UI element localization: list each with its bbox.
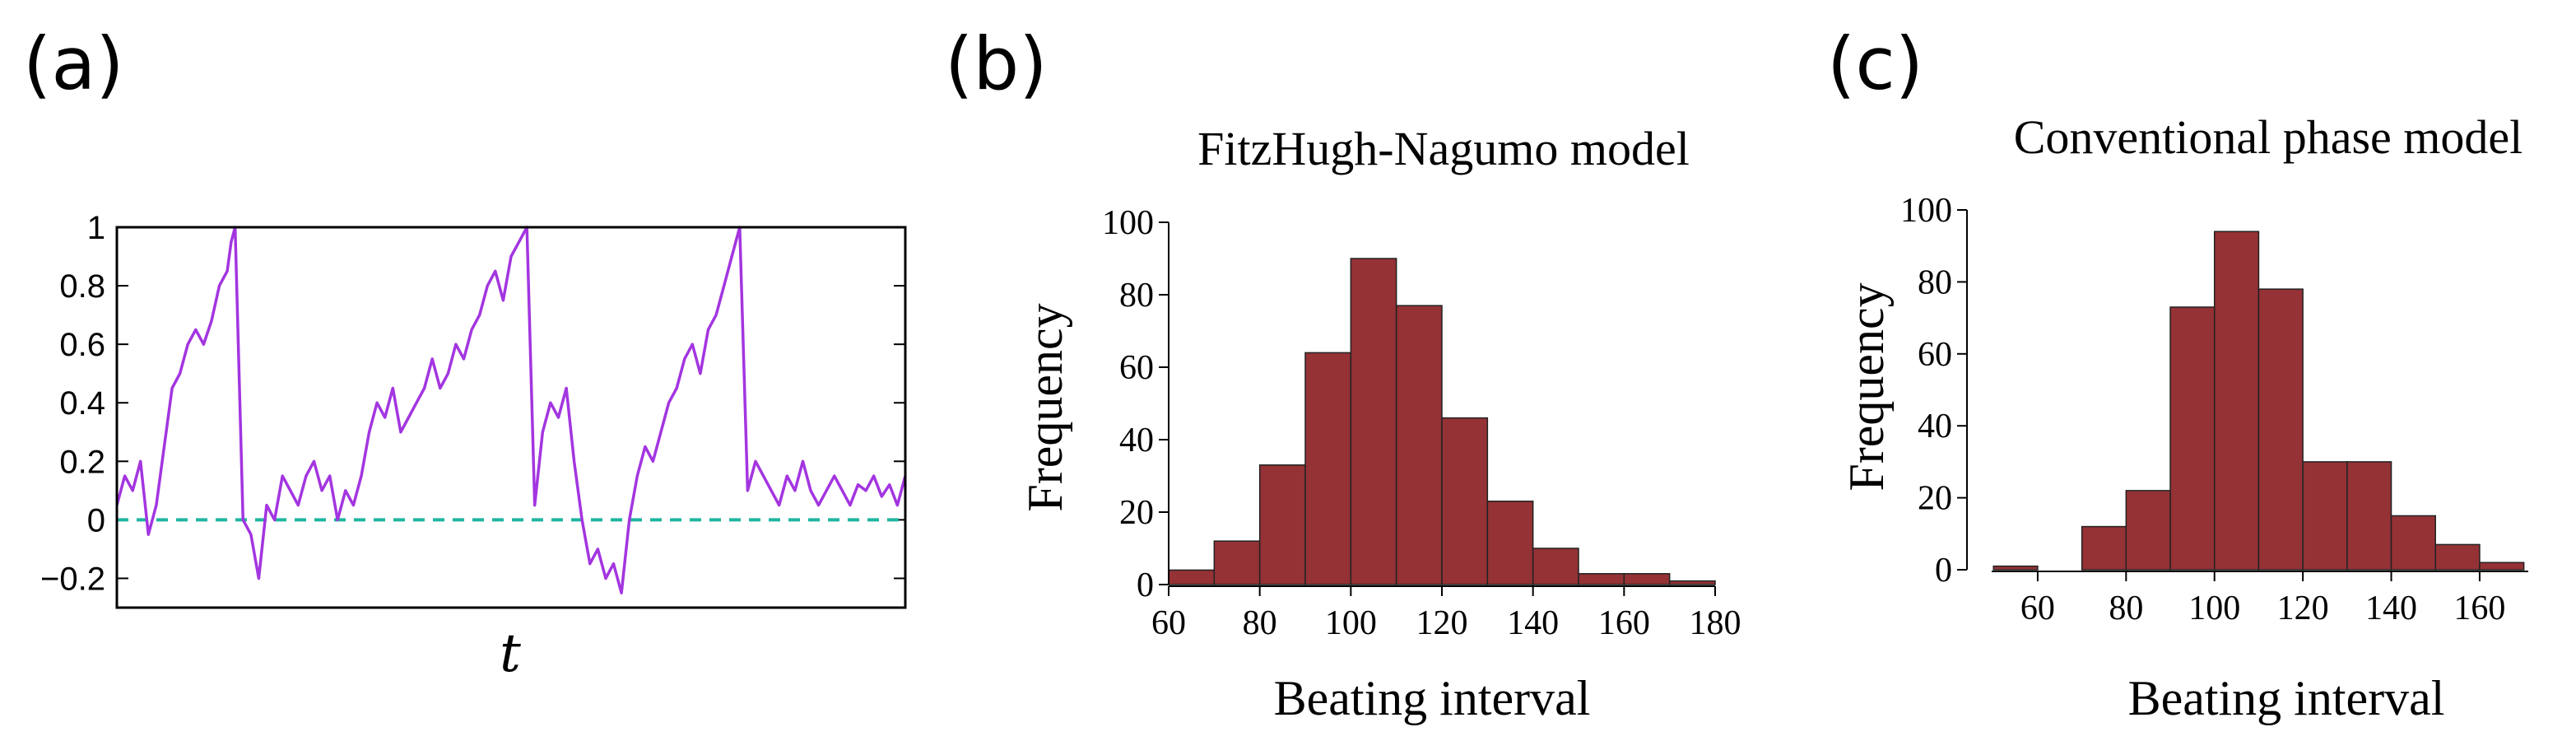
histogram-bar bbox=[1304, 352, 1352, 585]
panel-c-title: Conventional phase model bbox=[2014, 110, 2523, 164]
y-tick-label: 0.2 bbox=[59, 444, 105, 480]
x-tick-label: 60 bbox=[1151, 604, 1186, 642]
histogram-bar bbox=[2302, 461, 2348, 571]
histogram-bar bbox=[2479, 562, 2525, 571]
panel-b-x-label: Beating interval bbox=[1274, 671, 1591, 725]
y-tick-label: 0 bbox=[1137, 566, 1154, 604]
panel-a-plot-area bbox=[115, 226, 907, 594]
histogram-bar bbox=[1668, 580, 1716, 585]
y-tick-label: 0.8 bbox=[59, 268, 105, 305]
y-tick-label: 0.6 bbox=[59, 327, 105, 363]
histogram-bar bbox=[2213, 231, 2260, 571]
y-tick-label: 40 bbox=[1918, 408, 1952, 445]
y-tick-label: 0 bbox=[87, 502, 105, 538]
x-tick-label: 80 bbox=[2109, 590, 2143, 627]
panel-b-title: FitzHugh-Nagumo model bbox=[1197, 122, 1690, 175]
x-tick-label: 100 bbox=[2188, 590, 2240, 627]
panel-a-frame bbox=[115, 226, 907, 609]
panel-c: (c) Conventional phase model 0 20 40 60 80 10… bbox=[1827, 21, 2528, 725]
y-tick-label: 40 bbox=[1119, 422, 1154, 459]
x-tick-label: 100 bbox=[1325, 604, 1377, 642]
x-tick-label: 140 bbox=[2365, 590, 2417, 627]
histogram-bar bbox=[2390, 515, 2436, 571]
y-tick-label: 80 bbox=[1918, 263, 1952, 301]
panel-label-c: (c) bbox=[1827, 21, 1923, 106]
panel-c-y-label: Frequency bbox=[1839, 282, 1894, 491]
y-tick-label: 0 bbox=[1935, 552, 1952, 590]
panel-b-y-label: Frequency bbox=[1018, 303, 1072, 511]
y-tick-label: 60 bbox=[1119, 349, 1154, 387]
panel-label-b: (b) bbox=[945, 21, 1048, 106]
x-tick-label: 160 bbox=[1598, 604, 1650, 642]
x-tick-label: 80 bbox=[1243, 604, 1277, 642]
x-tick-label: 120 bbox=[1416, 604, 1468, 642]
y-tick-label: 0.4 bbox=[59, 385, 105, 422]
histogram-bar bbox=[2081, 525, 2127, 571]
histogram-bar bbox=[1258, 464, 1306, 585]
histogram-bar bbox=[1532, 548, 1579, 585]
histogram-bar bbox=[1486, 501, 1534, 585]
y-tick-label: 20 bbox=[1918, 480, 1952, 518]
x-tick-label: 60 bbox=[2020, 590, 2055, 627]
x-tick-label: 120 bbox=[2277, 590, 2329, 627]
y-tick-label: 20 bbox=[1119, 494, 1154, 532]
histogram-bar bbox=[1623, 573, 1671, 585]
panel-b-plot-area: 0 20 40 60 80 100 60 80 100 120 140 160 180 bbox=[1102, 204, 1741, 642]
panel-b: (b) FitzHugh-Nagumo model 0 20 40 60 80 100 60… bbox=[945, 21, 1741, 725]
panel-c-x-label: Beating interval bbox=[2128, 671, 2445, 725]
panel-a-y-ticks: 1 0.8 0.6 0.4 0.2 0 −0.2 bbox=[40, 210, 905, 597]
y-tick-label: 100 bbox=[1900, 192, 1952, 230]
x-tick-label: 140 bbox=[1507, 604, 1559, 642]
y-tick-label: −0.2 bbox=[40, 561, 105, 597]
panel-label-a: (a) bbox=[23, 21, 124, 106]
histogram-bar bbox=[1441, 417, 1489, 585]
y-tick-label: 80 bbox=[1119, 277, 1154, 315]
histogram-bar bbox=[2257, 288, 2304, 571]
panel-a: (a) 1 0.8 0.6 0.4 0.2 0 −0.2 t bbox=[23, 21, 907, 684]
x-tick-label: 160 bbox=[2453, 590, 2505, 627]
histogram-bar bbox=[2346, 461, 2392, 571]
y-tick-label: 100 bbox=[1102, 204, 1154, 242]
histogram-bar bbox=[2169, 306, 2216, 571]
histogram-bar bbox=[1992, 565, 2039, 571]
trajectory-line bbox=[115, 226, 907, 594]
y-tick-label: 60 bbox=[1918, 336, 1952, 374]
panel-a-x-label: t bbox=[500, 623, 521, 684]
histogram-bar bbox=[2125, 490, 2171, 571]
histogram-bar bbox=[1578, 573, 1625, 585]
panel-c-plot-area: 0 20 40 60 80 100 60 80 100 120 140 160 bbox=[1900, 192, 2528, 627]
y-tick-label: 1 bbox=[87, 210, 105, 246]
histogram-bar bbox=[1395, 305, 1443, 585]
histogram-bar bbox=[1213, 540, 1261, 585]
histogram-bar bbox=[2434, 543, 2481, 571]
x-tick-label: 180 bbox=[1690, 604, 1741, 642]
histogram-bar bbox=[1350, 258, 1397, 585]
histogram-bar bbox=[1168, 569, 1216, 585]
